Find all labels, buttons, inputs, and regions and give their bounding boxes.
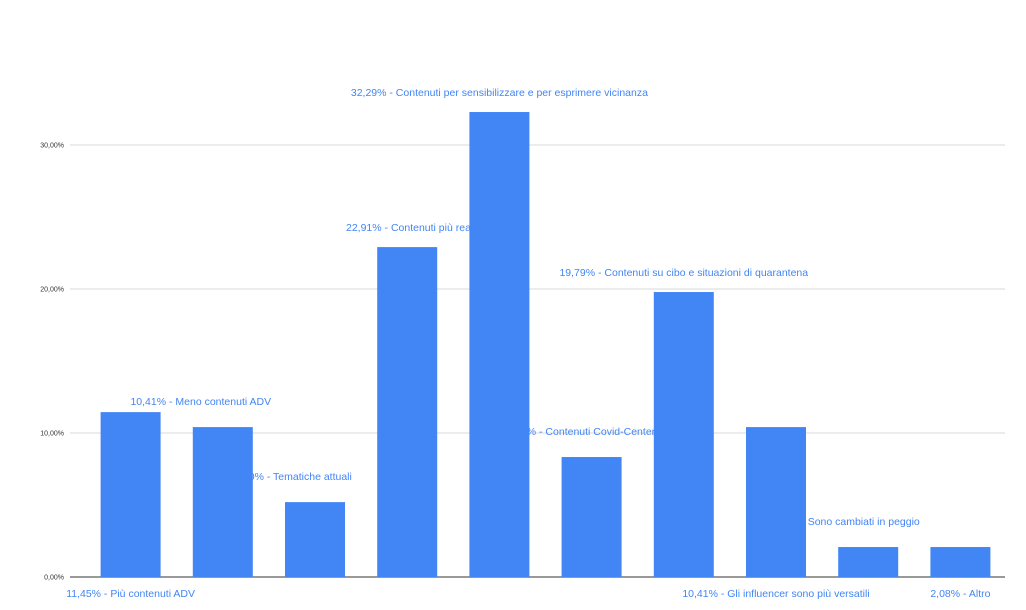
data-label: 5,20% - Tematiche attuali — [234, 471, 352, 483]
bar — [100, 412, 161, 577]
data-label: 2,08% - Sono cambiati in peggio — [769, 516, 920, 528]
bar — [930, 547, 991, 577]
data-labels: 11,45% - Più contenuti ADV 10,41% - Meno … — [66, 87, 990, 600]
bar — [192, 427, 253, 577]
data-label: 11,45% - Più contenuti ADV — [66, 588, 195, 600]
y-tick-label: 0,00% — [44, 575, 64, 582]
data-label: 32,29% - Contenuti per sensibilizzare e … — [351, 87, 648, 99]
bar — [377, 247, 438, 577]
y-axis-ticks: 0,00% 10,00% 20,00% 30,00% — [40, 143, 64, 582]
data-label: 22,91% - Contenuti più reali e autentici — [346, 222, 526, 234]
bars — [100, 112, 991, 578]
bar — [469, 112, 530, 578]
bar — [838, 547, 899, 577]
data-label: 10,41% - Meno contenuti ADV — [130, 396, 271, 408]
y-tick-label: 10,00% — [40, 431, 64, 438]
bar — [653, 292, 714, 577]
bar — [561, 457, 622, 577]
data-label: 2,08% - Altro — [930, 588, 990, 600]
data-label: 8,33% - Contenuti Covid-Centered — [506, 426, 667, 438]
data-label: 19,79% - Contenuti su cibo e situazioni … — [559, 267, 808, 279]
y-tick-label: 20,00% — [40, 287, 64, 294]
data-label: 10,41% - Gli influencer sono più versati… — [682, 588, 869, 600]
bar — [285, 502, 345, 577]
bar — [746, 427, 806, 577]
y-tick-label: 30,00% — [40, 143, 64, 150]
